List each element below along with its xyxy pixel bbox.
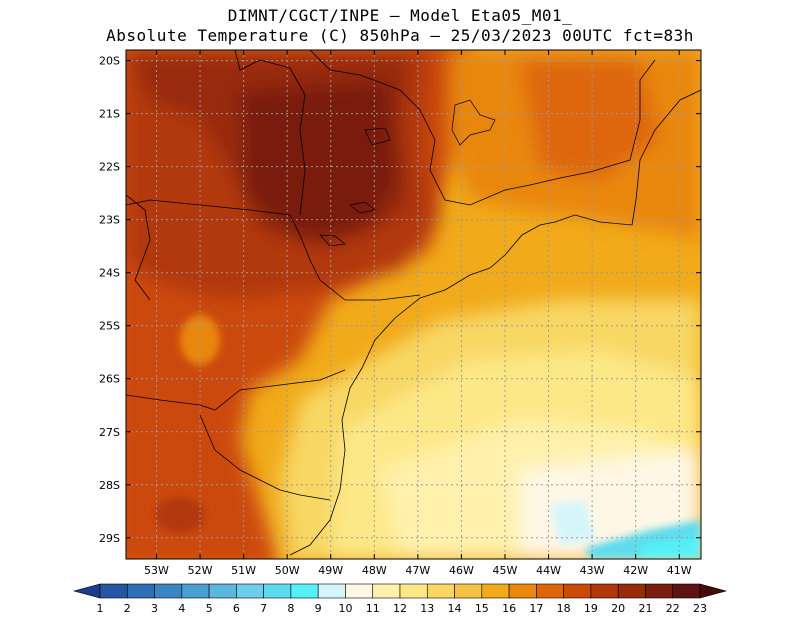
colorbar-swatch <box>454 583 483 599</box>
coastline-and-borders <box>126 50 701 556</box>
lat-tick-label: 27S <box>99 426 120 439</box>
colorbar-swatch <box>372 583 401 599</box>
lat-tick-label: 28S <box>99 479 120 492</box>
colorbar-swatch <box>645 583 674 599</box>
colorbar-label: 8 <box>287 602 294 615</box>
lat-tick-label: 25S <box>99 320 120 333</box>
longitude-axis: 53W 52W 51W 50W 49W 48W 47W 46W 45W 44W 43W 42W 41W <box>144 50 692 577</box>
lon-tick-label: 52W <box>188 564 213 577</box>
colorbar-swatch <box>290 583 319 599</box>
colorbar-label: 11 <box>366 602 380 615</box>
colorbar-label: 5 <box>206 602 213 615</box>
colorbar-swatch <box>563 583 592 599</box>
colorbar-swatch <box>617 583 646 599</box>
lon-tick-label: 45W <box>493 564 518 577</box>
colorbar-label: 19 <box>584 602 598 615</box>
lat-tick-label: 24S <box>99 267 120 280</box>
lon-tick-label: 43W <box>580 564 605 577</box>
latitude-axis: 20S 21S 22S 23S 24S 25S 26S 27S 28S 29S <box>99 55 701 545</box>
colorbar-label: 1 <box>97 602 104 615</box>
colorbar-arrow-high <box>699 583 728 599</box>
colorbar-label: 4 <box>178 602 185 615</box>
colorbar: 1 2 3 4 5 6 7 8 9 10 11 12 13 14 15 16 17 18 19 20 21 22 23 <box>72 583 728 615</box>
lat-tick-label: 22S <box>99 161 120 174</box>
lon-tick-label: 41W <box>667 564 692 577</box>
lon-tick-label: 44W <box>536 564 561 577</box>
map-title-line1: DIMNT/CGCT/INPE – Model Eta05_M01_ <box>227 6 573 25</box>
colorbar-label: 6 <box>233 602 240 615</box>
colorbar-label: 10 <box>338 602 352 615</box>
colorbar-label: 12 <box>393 602 407 615</box>
lat-tick-label: 20S <box>99 55 120 68</box>
lon-tick-label: 51W <box>231 564 256 577</box>
colorbar-arrow-low <box>72 583 101 599</box>
colorbar-swatch <box>263 583 292 599</box>
colorbar-swatch <box>426 583 455 599</box>
colorbar-swatch <box>99 583 128 599</box>
colorbar-label: 2 <box>124 602 131 615</box>
colorbar-label: 14 <box>448 602 462 615</box>
colorbar-swatch <box>154 583 183 599</box>
colorbar-label: 16 <box>502 602 516 615</box>
colorbar-label: 9 <box>315 602 322 615</box>
colorbar-label: 23 <box>693 602 707 615</box>
lat-tick-label: 29S <box>99 532 120 545</box>
colorbar-label: 3 <box>151 602 158 615</box>
colorbar-label: 13 <box>420 602 434 615</box>
colorbar-swatch <box>508 583 537 599</box>
colorbar-swatch <box>672 583 701 599</box>
lon-tick-label: 46W <box>449 564 474 577</box>
lat-tick-label: 23S <box>99 214 120 227</box>
colorbar-swatch <box>536 583 564 599</box>
grid-lines <box>126 50 701 559</box>
lon-tick-label: 48W <box>362 564 387 577</box>
colorbar-label: 21 <box>638 602 652 615</box>
colorbar-swatch <box>590 583 619 599</box>
colorbar-label: 7 <box>260 602 267 615</box>
colorbar-swatch <box>399 583 428 599</box>
colorbar-label: 15 <box>475 602 489 615</box>
colorbar-swatch <box>317 583 346 599</box>
lon-tick-label: 53W <box>144 564 169 577</box>
colorbar-label: 20 <box>611 602 625 615</box>
colorbar-swatch <box>181 583 210 599</box>
lat-tick-label: 21S <box>99 108 120 121</box>
plot-frame <box>125 49 702 560</box>
lon-tick-label: 47W <box>405 564 430 577</box>
lakes <box>319 99 496 247</box>
colorbar-swatch <box>126 583 155 599</box>
colorbar-swatch <box>208 583 237 599</box>
lat-tick-label: 26S <box>99 373 120 386</box>
colorbar-label: 17 <box>529 602 543 615</box>
colorbar-label: 22 <box>666 602 680 615</box>
colorbar-swatch <box>345 583 374 599</box>
colorbar-swatch <box>481 583 510 599</box>
lon-tick-label: 49W <box>318 564 343 577</box>
colorbar-label: 18 <box>557 602 571 615</box>
map-title-line2: Absolute Temperature (C) 850hPa – 25/03/… <box>106 26 694 45</box>
temperature-field <box>126 50 701 559</box>
lon-tick-label: 42W <box>623 564 648 577</box>
colorbar-swatch <box>236 583 264 599</box>
lon-tick-label: 50W <box>275 564 300 577</box>
